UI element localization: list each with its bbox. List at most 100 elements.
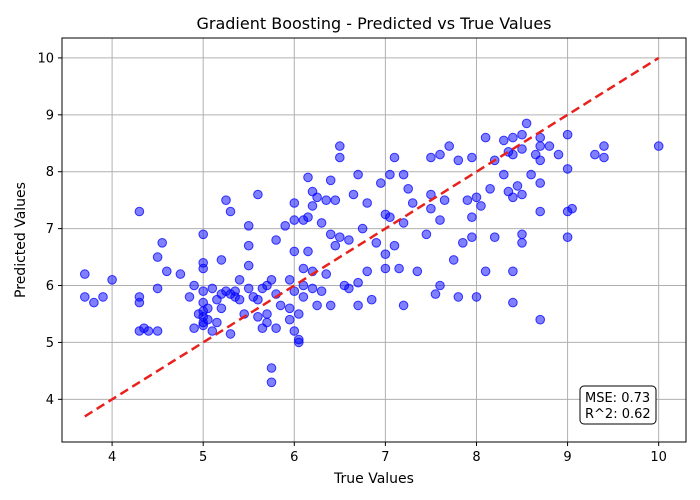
data-point bbox=[234, 275, 245, 285]
data-point bbox=[430, 289, 441, 299]
data-point bbox=[412, 266, 423, 277]
data-point bbox=[330, 240, 341, 251]
data-point bbox=[294, 309, 304, 319]
y-tick-label: 10 bbox=[37, 51, 54, 66]
data-point bbox=[80, 292, 90, 302]
data-point bbox=[253, 312, 263, 322]
data-point bbox=[298, 263, 309, 274]
data-point bbox=[321, 195, 332, 205]
data-point bbox=[467, 232, 477, 242]
data-point bbox=[517, 144, 527, 154]
data-point bbox=[544, 141, 555, 151]
data-point bbox=[535, 155, 546, 166]
data-point bbox=[152, 326, 163, 336]
data-point bbox=[499, 169, 509, 180]
data-point bbox=[653, 141, 664, 151]
data-point bbox=[467, 212, 477, 222]
data-point bbox=[189, 323, 199, 334]
data-point bbox=[371, 238, 382, 248]
data-point bbox=[398, 169, 409, 180]
data-point bbox=[266, 363, 277, 373]
data-point bbox=[307, 283, 318, 294]
data-point bbox=[553, 149, 564, 160]
data-point bbox=[152, 283, 163, 294]
data-point bbox=[344, 235, 354, 245]
data-point bbox=[280, 221, 291, 231]
data-point bbox=[284, 314, 295, 325]
data-point bbox=[271, 235, 281, 245]
data-point bbox=[398, 218, 409, 228]
stats-annotation: MSE: 0.73 R^2: 0.62 bbox=[579, 385, 657, 425]
y-tick-label: 7 bbox=[46, 222, 54, 237]
x-axis-label: True Values bbox=[333, 471, 414, 487]
data-point bbox=[512, 181, 523, 191]
stats-box-frame bbox=[579, 385, 657, 425]
data-point bbox=[499, 135, 509, 146]
y-axis-label: Predicted Values bbox=[13, 182, 29, 298]
data-point bbox=[207, 283, 218, 294]
data-point bbox=[535, 178, 546, 188]
data-point bbox=[517, 238, 527, 248]
data-point bbox=[221, 195, 231, 205]
data-point bbox=[198, 263, 208, 274]
data-point bbox=[521, 118, 532, 129]
data-point bbox=[517, 129, 527, 140]
data-point bbox=[157, 238, 167, 248]
data-point bbox=[307, 201, 318, 211]
data-point bbox=[316, 286, 327, 297]
data-point bbox=[198, 286, 208, 297]
data-point bbox=[243, 221, 254, 231]
data-point bbox=[353, 169, 363, 180]
data-point bbox=[562, 164, 573, 174]
data-point bbox=[294, 334, 304, 345]
data-point bbox=[517, 229, 527, 240]
data-point bbox=[162, 266, 172, 277]
r2-text: R^2: 0.62 bbox=[585, 407, 651, 422]
data-point bbox=[535, 206, 546, 217]
data-point bbox=[134, 297, 145, 308]
data-point bbox=[389, 152, 400, 163]
data-point bbox=[421, 229, 432, 240]
data-point bbox=[212, 317, 222, 328]
data-point bbox=[353, 300, 363, 311]
data-point bbox=[458, 238, 468, 248]
data-point bbox=[435, 215, 445, 225]
data-point bbox=[562, 129, 573, 140]
data-point bbox=[275, 300, 286, 311]
data-point bbox=[426, 203, 436, 214]
data-point bbox=[289, 326, 300, 336]
data-point bbox=[303, 246, 313, 257]
data-point bbox=[298, 292, 309, 302]
data-point bbox=[448, 255, 459, 265]
data-point bbox=[567, 203, 577, 214]
data-point bbox=[216, 255, 227, 265]
data-point bbox=[335, 232, 345, 242]
data-point bbox=[325, 300, 336, 311]
data-point bbox=[198, 229, 208, 240]
mse-text: MSE: 0.73 bbox=[585, 391, 650, 406]
data-point bbox=[590, 149, 600, 160]
data-point bbox=[243, 260, 254, 271]
data-point bbox=[453, 292, 464, 302]
x-axis-ticks: 4 5 6 7 8 9 10 bbox=[108, 442, 667, 465]
data-point bbox=[462, 195, 473, 205]
data-point bbox=[253, 294, 263, 305]
data-point bbox=[398, 300, 409, 311]
data-point bbox=[407, 198, 418, 208]
y-tick-label: 8 bbox=[46, 165, 54, 180]
data-point bbox=[599, 152, 609, 163]
data-point bbox=[435, 280, 445, 291]
data-point bbox=[439, 195, 450, 205]
data-point bbox=[385, 212, 395, 222]
data-point bbox=[289, 215, 300, 225]
data-point bbox=[348, 189, 359, 200]
data-point bbox=[284, 303, 295, 314]
y-tick-label: 9 bbox=[46, 108, 54, 123]
data-point bbox=[289, 198, 300, 208]
data-point bbox=[426, 152, 436, 163]
data-point bbox=[207, 326, 218, 336]
data-point bbox=[335, 152, 345, 163]
data-point bbox=[471, 192, 482, 203]
data-point bbox=[344, 283, 354, 294]
